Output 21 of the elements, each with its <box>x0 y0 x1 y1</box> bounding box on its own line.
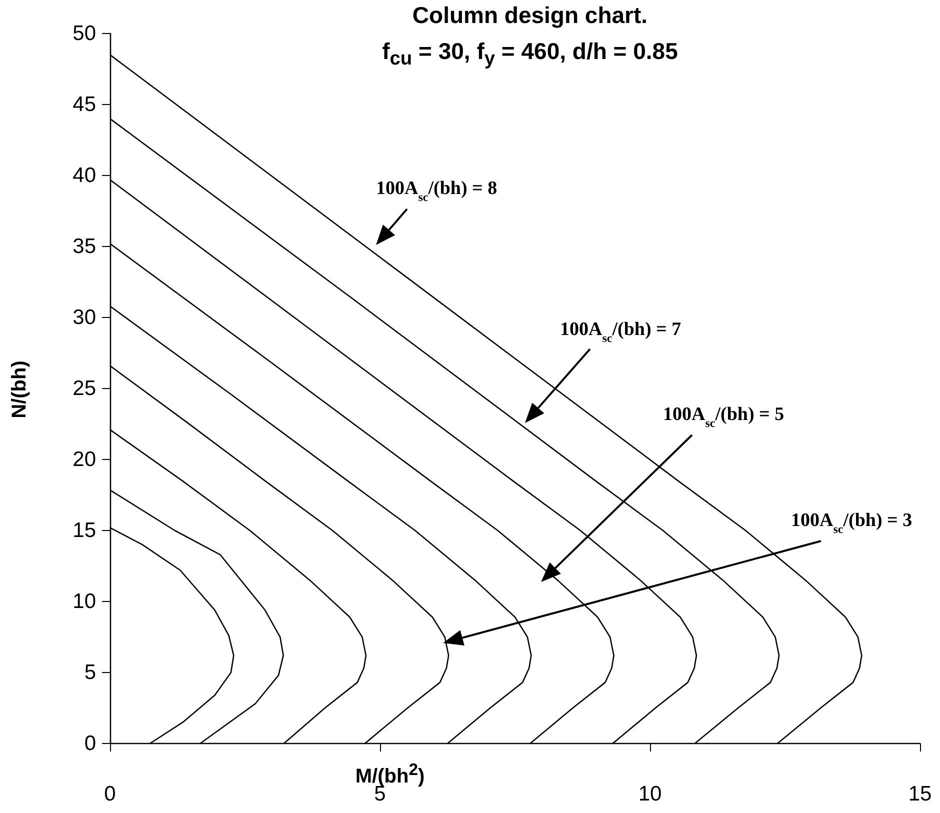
y-tick-label: 10 <box>72 590 96 613</box>
y-axis-title: N/(bh) <box>8 360 32 420</box>
y-tick-label: 30 <box>72 306 96 329</box>
annotation: 100A$_{sc}$/(bh) = 3 <box>791 510 912 536</box>
y-tick-label: 5 <box>84 661 96 684</box>
annotation: 100A$_{sc}$/(bh) = 8 <box>376 178 498 204</box>
y-tick-label: 45 <box>72 93 96 116</box>
y-tick-label: 15 <box>72 519 96 542</box>
y-tick-label: 35 <box>72 235 96 258</box>
x-tick-label: 0 <box>104 782 116 806</box>
x-tick-label: 10 <box>638 782 662 806</box>
y-tick-label: 25 <box>72 377 96 400</box>
y-tick-label: 40 <box>72 164 96 187</box>
x-tick-label: 15 <box>908 782 932 806</box>
chart-subtitle: f$_{cu}$ = 30, f$_{y}$ = 460, d/h = 0.85 <box>381 38 679 71</box>
annotation: 100A$_{sc}$/(bh) = 7 <box>560 319 682 345</box>
annotation: 100A$_{sc}$/(bh) = 5 <box>663 404 784 430</box>
chart-title: Column design chart. <box>411 2 649 29</box>
y-tick-label: 20 <box>72 448 96 471</box>
y-tick-label: 0 <box>84 732 96 755</box>
y-tick-label: 50 <box>72 22 96 45</box>
